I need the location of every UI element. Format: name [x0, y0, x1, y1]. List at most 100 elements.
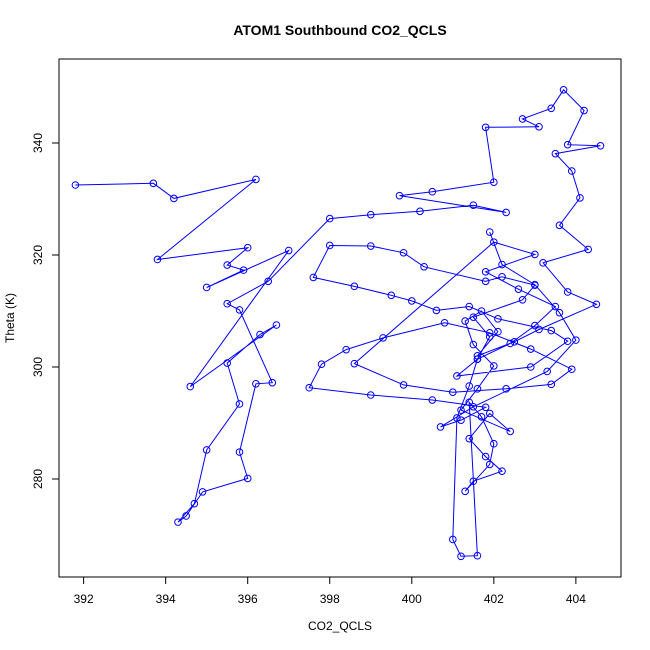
data-point [531, 321, 539, 330]
data-point [485, 329, 494, 337]
data-point [490, 439, 498, 448]
data-point [198, 488, 207, 496]
data-point [477, 413, 486, 421]
data-point [235, 306, 244, 314]
data-point [416, 207, 424, 216]
x-tick-label: 396 [238, 592, 258, 606]
data-point [465, 434, 474, 443]
data-point [490, 362, 498, 370]
data-point [559, 86, 568, 94]
data-point [514, 285, 523, 293]
x-tick-label: 402 [484, 592, 504, 606]
data-point [481, 452, 490, 461]
y-tick-label: 340 [31, 133, 45, 153]
y-axis: 280 300 320 340 [31, 133, 60, 489]
data-point [399, 248, 408, 257]
data-point [457, 406, 465, 414]
data-point [469, 313, 478, 321]
data-point [494, 327, 502, 336]
data-point [506, 427, 515, 436]
data-point [506, 339, 515, 348]
data-point [547, 104, 556, 113]
x-tick-label: 404 [566, 592, 586, 606]
data-point [432, 306, 441, 315]
data-point [457, 552, 465, 561]
data-point [325, 241, 334, 250]
data-point [256, 330, 264, 339]
data-point [223, 299, 231, 308]
data-point [502, 208, 510, 217]
data-point [567, 167, 576, 175]
data-point [387, 291, 396, 300]
data-point [366, 391, 375, 399]
data-point [498, 467, 506, 475]
data-point [473, 355, 482, 363]
data-point [510, 338, 519, 346]
data-point [596, 142, 605, 150]
data-point [268, 378, 277, 387]
data-point [190, 499, 199, 508]
data-point [531, 250, 539, 259]
data-point [485, 332, 494, 341]
data-point [494, 315, 502, 323]
data-point [186, 382, 195, 391]
data-point [153, 255, 162, 264]
data-point [469, 340, 478, 349]
data-point [555, 221, 564, 230]
data-point [243, 474, 252, 483]
data-point [453, 372, 461, 380]
data-point [535, 122, 543, 131]
data-point [317, 360, 326, 369]
data-point [563, 140, 572, 149]
data-point [399, 381, 408, 389]
data-point [481, 403, 490, 412]
data-point [539, 259, 547, 267]
data-point [563, 288, 572, 296]
data-point [481, 277, 490, 286]
data-point [449, 535, 457, 544]
data-point [309, 273, 318, 282]
data-point [284, 246, 293, 255]
data-point [428, 396, 437, 404]
y-tick-label: 280 [31, 469, 45, 489]
data-point [584, 245, 592, 254]
data-point [473, 551, 482, 560]
data-point [547, 380, 556, 389]
data-point [481, 268, 490, 276]
data-point [428, 187, 437, 196]
series-layer [71, 86, 605, 561]
data-point [366, 210, 375, 219]
data-point [453, 414, 461, 422]
data-point [366, 242, 375, 250]
data-point [526, 345, 535, 353]
x-tick-label: 400 [402, 592, 422, 606]
data-point [461, 317, 469, 325]
data-point [350, 359, 359, 368]
data-point [567, 365, 576, 374]
data-point [170, 194, 178, 203]
data-point [518, 296, 527, 304]
x-tick-label: 398 [320, 592, 340, 606]
data-point [469, 477, 478, 486]
data-point [223, 359, 231, 367]
data-point [436, 423, 445, 431]
data-point [518, 115, 527, 123]
data-point [149, 179, 158, 188]
data-point [252, 380, 260, 388]
data-point [449, 388, 457, 397]
data-point [551, 149, 560, 158]
data-point [420, 262, 428, 271]
data-point [547, 326, 556, 335]
data-point [465, 398, 474, 407]
data-point [235, 448, 244, 456]
data-point [498, 260, 506, 269]
data-point [543, 367, 551, 376]
data-point [531, 280, 539, 289]
x-axis: 392 394 396 398 400 402 404 [74, 576, 586, 606]
data-point [407, 297, 416, 305]
data-point [461, 487, 469, 496]
data-point [243, 243, 252, 252]
data-point [535, 325, 543, 334]
data-point [490, 238, 498, 246]
data-point [481, 123, 490, 132]
